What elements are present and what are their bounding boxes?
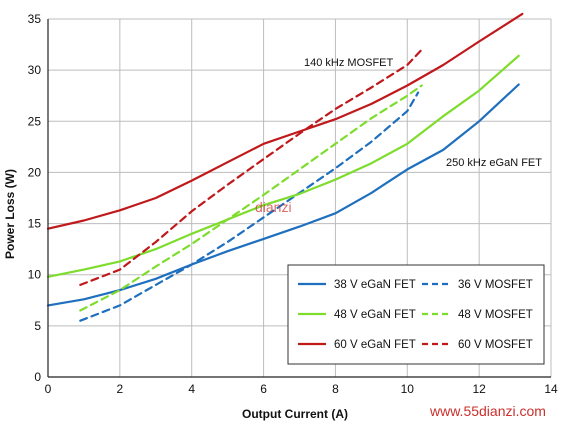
series-line-60-v-egan-fet	[46, 12, 524, 230]
y-tick-label: 0	[34, 370, 41, 384]
x-tick-label: 4	[188, 382, 195, 396]
x-tick-label: 8	[332, 382, 339, 396]
x-tick-label: 10	[401, 382, 415, 396]
legend-box	[287, 264, 545, 365]
legend-label: 36 V MOSFET	[458, 279, 533, 291]
series-line-48-v-mosfet	[79, 84, 423, 312]
y-tick-label: 20	[28, 165, 42, 179]
y-tick-label: 10	[28, 268, 42, 282]
series-line-48-v-egan-fet	[46, 54, 520, 278]
legend-label: 60 V eGaN FET	[334, 339, 416, 351]
x-tick-label: 12	[472, 382, 486, 396]
legend-label: 38 V eGaN FET	[334, 279, 416, 291]
annotation-250khz-egan-fet: 250 kHz eGaN FET	[446, 157, 542, 169]
legend-label: 60 V MOSFET	[458, 339, 533, 351]
y-tick-label: 30	[28, 63, 42, 77]
watermark-logo-text: dianzi	[255, 199, 292, 215]
axes: 0 2 4 6 8 10 12 14 0 5 10 15 20 25 30 35	[28, 12, 558, 396]
y-tick-label: 25	[28, 114, 42, 128]
y-axis-title: Power Loss (W)	[3, 169, 17, 259]
y-tick-label: 35	[28, 12, 42, 26]
series-line-60-v-mosfet	[79, 48, 423, 286]
x-tick-label: 2	[117, 382, 124, 396]
x-tick-label: 6	[260, 382, 267, 396]
watermark-url: www.55dianzi.com	[429, 403, 546, 419]
series-lines	[46, 12, 524, 322]
legend: 38 V eGaN FET 36 V MOSFET 48 V eGaN FET 48 …	[287, 264, 545, 365]
legend-label: 48 V MOSFET	[458, 309, 533, 321]
series-line-36-v-mosfet	[79, 91, 420, 322]
x-tick-label: 14	[544, 382, 558, 396]
x-tick-label: 0	[45, 382, 52, 396]
y-tick-label: 5	[34, 319, 41, 333]
grid	[47, 18, 552, 378]
series-line-38-v-egan-fet	[46, 83, 520, 307]
annotation-140khz-mosfet: 140 kHz MOSFET	[304, 57, 394, 69]
x-axis-title: Output Current (A)	[242, 407, 348, 421]
legend-label: 48 V eGaN FET	[334, 309, 416, 321]
y-tick-label: 15	[28, 217, 42, 231]
